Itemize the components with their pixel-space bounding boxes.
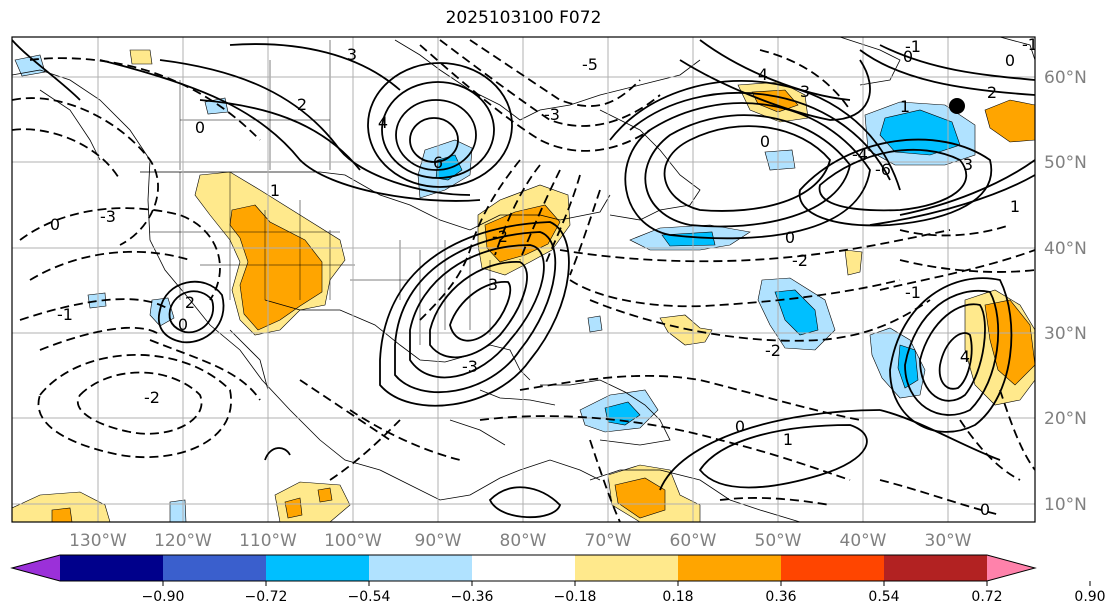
colorbar-tick-label: 0.36 bbox=[765, 589, 796, 605]
contour-label: -2 bbox=[792, 251, 808, 270]
contour-label: -2 bbox=[144, 388, 160, 407]
colorbar-extend-low bbox=[12, 555, 60, 581]
lon-label: 120°W bbox=[154, 531, 212, 551]
contour-label: -1 bbox=[905, 37, 921, 56]
storm-center-marker bbox=[949, 98, 965, 114]
colorbar-outline bbox=[10, 554, 1037, 582]
lat-label: 40°N bbox=[1044, 239, 1087, 259]
contour-label: -3 bbox=[462, 357, 478, 376]
colorbar-tick-label: −0.72 bbox=[245, 589, 288, 605]
contour-label: 4 bbox=[378, 113, 388, 132]
lon-label: 80°W bbox=[500, 531, 547, 551]
lon-label: 100°W bbox=[324, 531, 382, 551]
colorbar-tick-label: −0.54 bbox=[348, 589, 391, 605]
contour-label: -1 bbox=[57, 305, 73, 324]
lat-label: 50°N bbox=[1044, 153, 1087, 173]
colorbar-tick-label: 0.90 bbox=[1074, 589, 1105, 605]
contour-label: 1 bbox=[270, 181, 280, 200]
colorbar-segment bbox=[369, 555, 473, 581]
colorbar-segment bbox=[678, 555, 782, 581]
contour-label: 1 bbox=[900, 97, 910, 116]
colorbar-segment bbox=[575, 555, 679, 581]
colorbar: −0.90 −0.72 −0.54 −0.36 −0.18 0.18 0.36 0.54 0.7… bbox=[10, 554, 1105, 605]
contour-label: -1 bbox=[905, 283, 921, 302]
contour-label: 1 bbox=[783, 430, 793, 449]
colorbar-segment bbox=[60, 555, 164, 581]
contour-label: -2 bbox=[765, 341, 781, 360]
contour-label: -6 bbox=[875, 160, 891, 179]
state-borders bbox=[150, 40, 491, 345]
contour-label: -3 bbox=[100, 207, 116, 226]
contour-label: 4 bbox=[960, 347, 970, 366]
contour-label: -4 bbox=[852, 145, 868, 164]
lat-label: 30°N bbox=[1044, 324, 1087, 344]
colorbar-tick-label: 0.18 bbox=[662, 589, 693, 605]
contour-label: 0 bbox=[195, 118, 205, 137]
colorbar-segment bbox=[163, 555, 267, 581]
lon-label: 50°W bbox=[755, 531, 802, 551]
longitude-labels: 130°W 120°W 110°W 100°W 90°W 80°W 70°W 6… bbox=[69, 531, 972, 551]
lon-label: 30°W bbox=[925, 531, 972, 551]
latitude-labels: 60°N 50°N 40°N 30°N 20°N 10°N bbox=[1044, 68, 1087, 515]
contour-label: -3 bbox=[544, 105, 560, 124]
lon-label: 40°W bbox=[840, 531, 887, 551]
colorbar-tick-label: −0.36 bbox=[451, 589, 494, 605]
lat-label: 60°N bbox=[1044, 68, 1087, 88]
contour-label: -1 bbox=[1022, 35, 1038, 54]
contour-label: 2 bbox=[987, 83, 997, 102]
lon-label: 110°W bbox=[239, 531, 297, 551]
colorbar-tick-label: 0.54 bbox=[868, 589, 899, 605]
contour-label: 3 bbox=[963, 155, 973, 174]
contour-label: 0 bbox=[785, 228, 795, 247]
colorbar-segment bbox=[884, 555, 988, 581]
contour-label: -5 bbox=[582, 55, 598, 74]
colorbar-extend-high bbox=[987, 555, 1035, 581]
contour-label: 3 bbox=[347, 45, 357, 64]
lon-label: 90°W bbox=[415, 531, 462, 551]
contour-label: 1 bbox=[1010, 197, 1020, 216]
contour-label: 0 bbox=[903, 47, 913, 66]
contour-labels: 3 2 4 6 1 0 -3 -1 0 2 0 -2 -3 3 -2 4 3 0… bbox=[50, 35, 1038, 519]
contour-label: 3 bbox=[800, 82, 810, 101]
colorbar-tick-label: −0.90 bbox=[142, 589, 185, 605]
map-frame bbox=[11, 36, 1036, 523]
colorbar-tick-label: 0.72 bbox=[971, 589, 1002, 605]
contour-label: 0 bbox=[735, 417, 745, 436]
colorbar-segment bbox=[781, 555, 885, 581]
contour-label: -2 bbox=[492, 227, 508, 246]
plot-title: 2025103100 F072 bbox=[445, 8, 602, 28]
contour-label: 0 bbox=[980, 500, 990, 519]
contour-label: 2 bbox=[185, 293, 195, 312]
contours-solid bbox=[12, 39, 1035, 519]
lat-label: 20°N bbox=[1044, 409, 1087, 429]
contour-label: 2 bbox=[297, 95, 307, 114]
contour-label: 0 bbox=[178, 315, 188, 334]
colorbar-tick-label: −0.18 bbox=[554, 589, 597, 605]
coastlines bbox=[12, 37, 1035, 522]
map-area: 3 2 4 6 1 0 -3 -1 0 2 0 -2 -3 3 -2 4 3 0… bbox=[12, 35, 1038, 522]
contour-label: 0 bbox=[760, 132, 770, 151]
lon-label: 70°W bbox=[585, 531, 632, 551]
contour-label: 3 bbox=[488, 275, 498, 294]
contour-label: 4 bbox=[758, 65, 768, 84]
lon-label: 130°W bbox=[69, 531, 127, 551]
contour-label: 0 bbox=[1005, 51, 1015, 70]
contours-dashed bbox=[12, 39, 1035, 522]
lon-label: 60°W bbox=[670, 531, 717, 551]
lat-label: 10°N bbox=[1044, 495, 1087, 515]
shading-positive bbox=[12, 49, 1035, 522]
contour-label: 6 bbox=[433, 153, 443, 172]
colorbar-segment bbox=[472, 555, 576, 581]
contour-label: 0 bbox=[50, 215, 60, 234]
colorbar-segment bbox=[266, 555, 370, 581]
